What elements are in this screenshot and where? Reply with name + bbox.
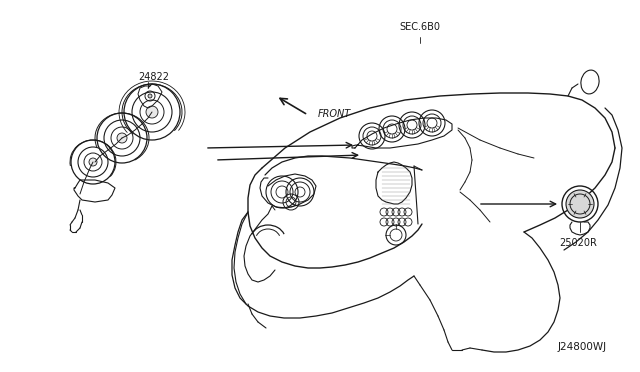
Text: FRONT: FRONT bbox=[318, 109, 351, 119]
Circle shape bbox=[117, 133, 127, 143]
Text: 25020R: 25020R bbox=[559, 238, 597, 248]
Circle shape bbox=[566, 190, 594, 218]
Text: J24800WJ: J24800WJ bbox=[557, 342, 607, 352]
Text: 24822: 24822 bbox=[138, 72, 169, 82]
Circle shape bbox=[146, 106, 158, 118]
Circle shape bbox=[148, 94, 152, 98]
Circle shape bbox=[89, 158, 97, 166]
Text: SEC.6B0: SEC.6B0 bbox=[399, 22, 440, 32]
